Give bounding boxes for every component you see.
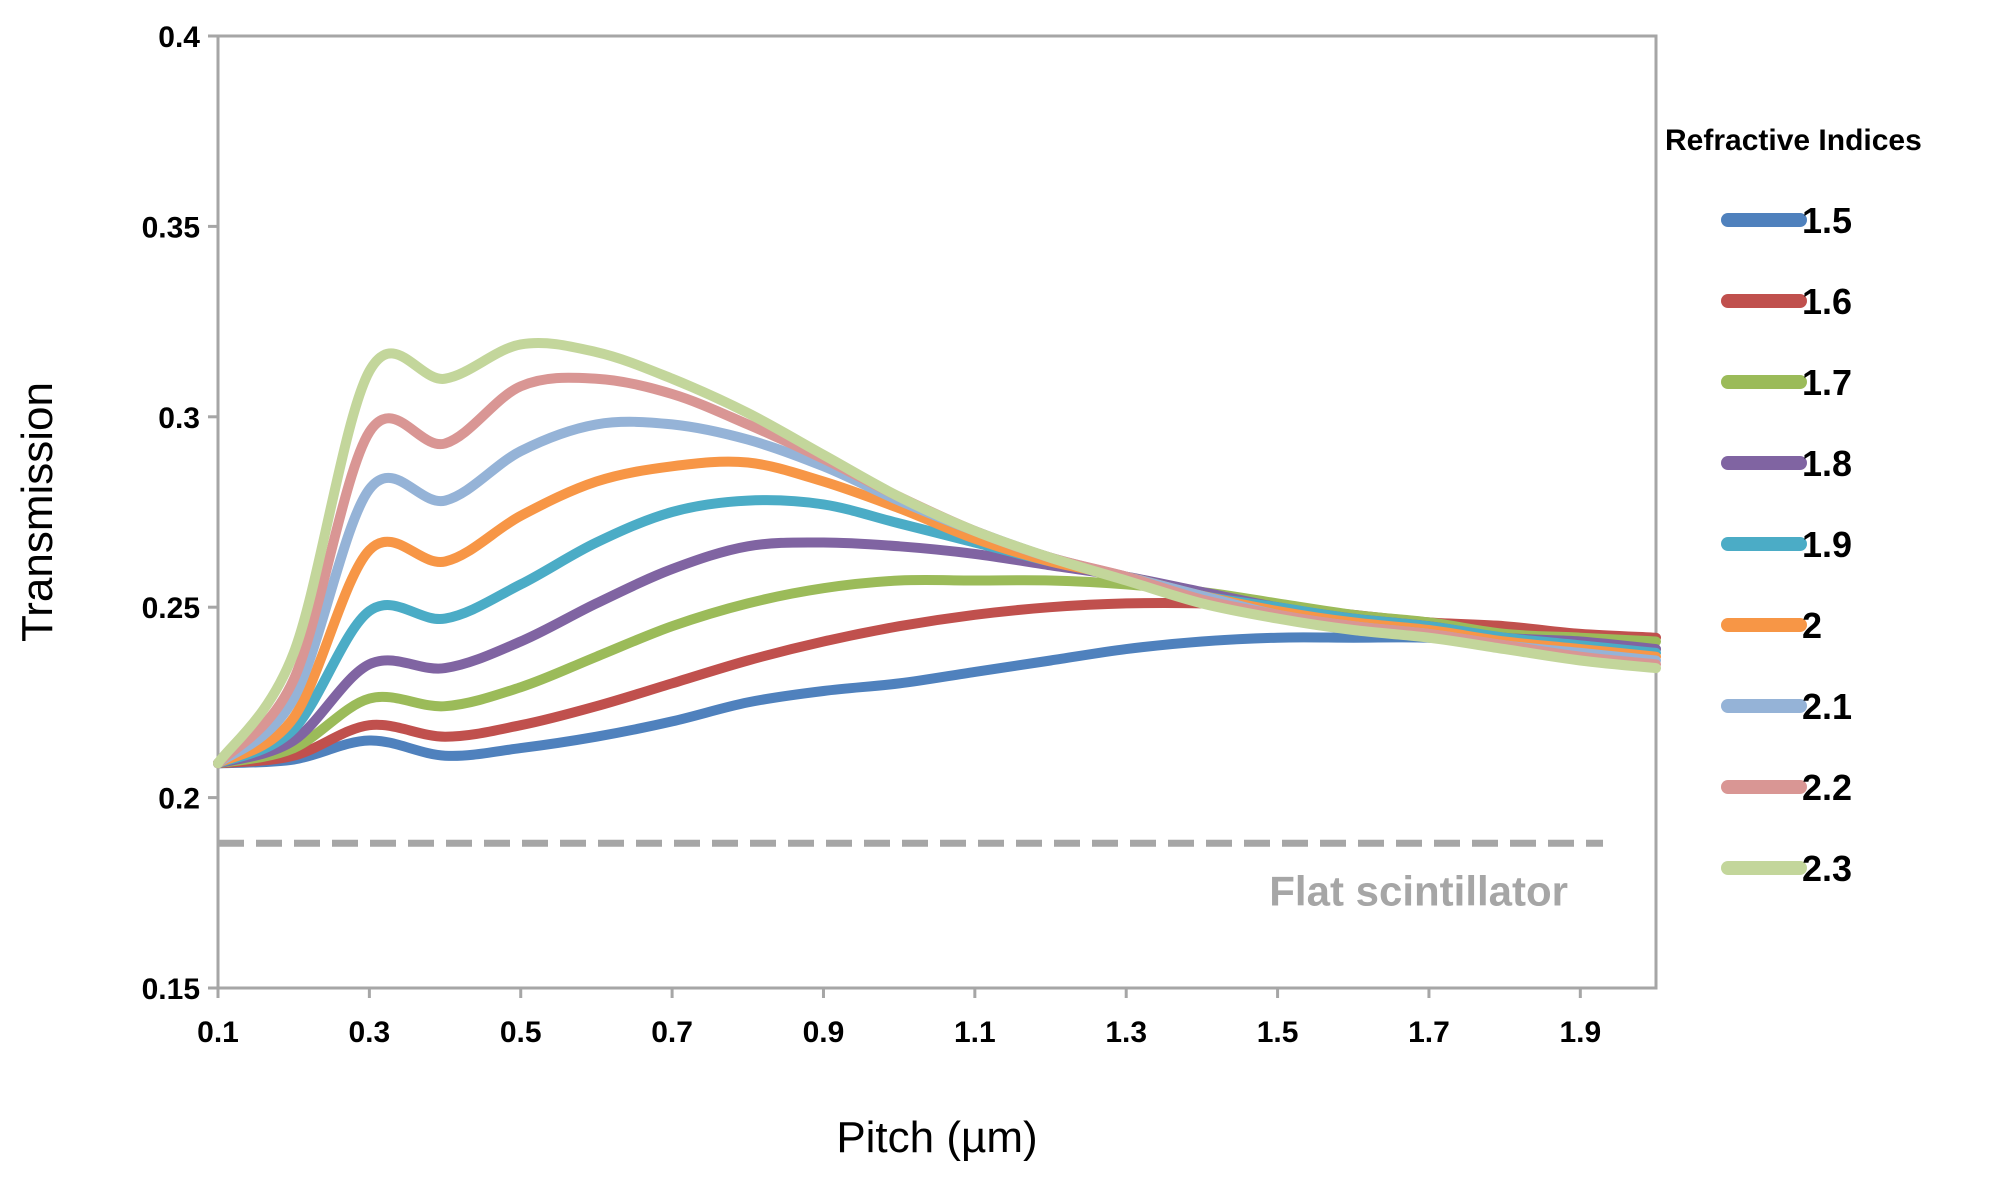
x-tick-label: 1.7	[1408, 1016, 1450, 1049]
series-line-2-3	[213, 337, 1661, 769]
legend-label: 2.2	[1802, 767, 1852, 808]
y-tick-label: 0.25	[142, 592, 200, 625]
series-lines	[213, 337, 1661, 769]
y-tick-label: 0.35	[142, 211, 200, 244]
y-tick-label: 0.15	[142, 973, 200, 1006]
legend-label: 1.7	[1802, 362, 1852, 403]
y-tick-label: 0.2	[158, 783, 200, 816]
y-axis: 0.15 0.2 0.25 0.3 0.35 0.4	[142, 21, 218, 1006]
series-line-2-1	[213, 416, 1661, 769]
y-axis-title: Transmission	[13, 382, 62, 642]
legend-label: 2.1	[1802, 686, 1852, 727]
x-tick-label: 0.1	[197, 1016, 239, 1049]
x-tick-label: 0.3	[349, 1016, 391, 1049]
x-tick-label: 1.1	[954, 1016, 996, 1049]
series-line-2	[213, 456, 1661, 769]
flat-scintillator-label: Flat scintillator	[1269, 867, 1568, 914]
x-tick-label: 0.5	[500, 1016, 542, 1049]
y-tick-label: 0.4	[158, 21, 200, 54]
x-tick-label: 0.9	[803, 1016, 845, 1049]
legend-label: 1.5	[1802, 200, 1852, 241]
plot-frame	[216, 34, 1658, 990]
legend-title: Refractive Indices	[1665, 124, 1922, 157]
x-tick-label: 1.5	[1257, 1016, 1299, 1049]
x-tick-label: 1.9	[1559, 1016, 1601, 1049]
plot-area-border	[216, 34, 1658, 990]
x-tick-label: 1.3	[1105, 1016, 1147, 1049]
x-axis-title: Pitch (µm)	[836, 1113, 1037, 1162]
x-tick-label: 0.7	[651, 1016, 693, 1049]
legend: Refractive Indices 1.5 1.6 1.7 1.8 1.9 2 2.1 2.…	[1665, 124, 1922, 889]
legend-label: 1.8	[1802, 443, 1852, 484]
legend-label: 1.9	[1802, 524, 1852, 565]
legend-label: 2	[1802, 605, 1822, 646]
series-line-1-5	[213, 632, 1661, 769]
y-tick-label: 0.3	[158, 402, 200, 435]
legend-label: 2.3	[1802, 848, 1852, 889]
legend-label: 1.6	[1802, 281, 1852, 322]
x-axis: 0.1 0.3 0.5 0.7 0.9 1.1 1.3 1.5 1.7 1.9	[197, 988, 1601, 1049]
